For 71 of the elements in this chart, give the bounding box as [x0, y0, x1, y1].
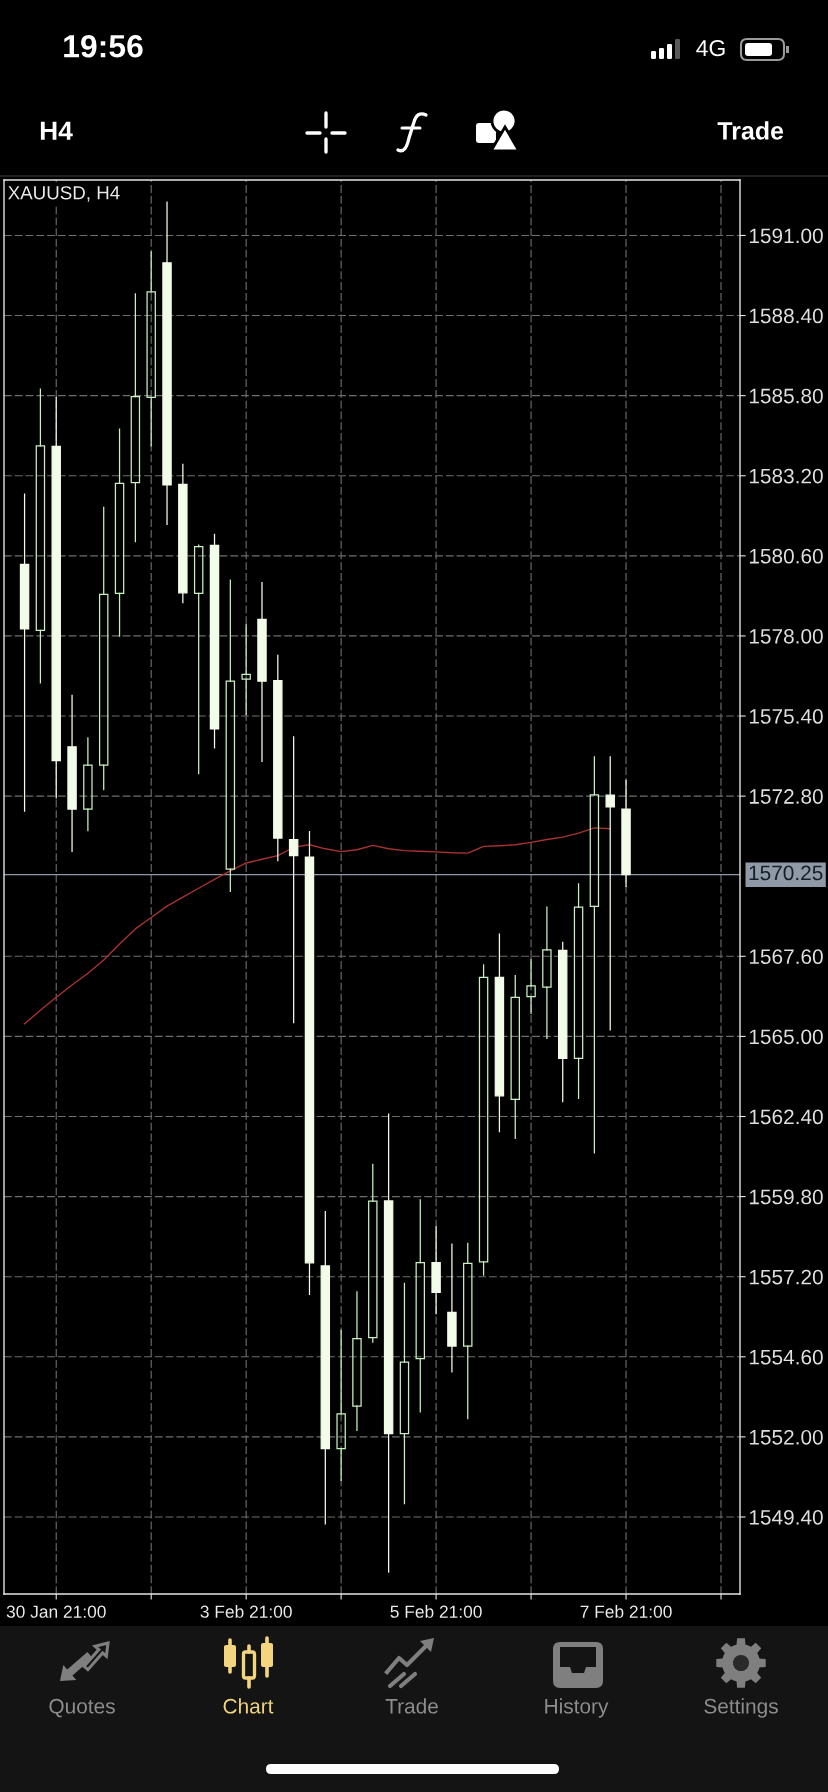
text: Settings [704, 1698, 778, 1718]
y-tick-label: 1559.80 [749, 1189, 823, 1205]
candlestick [605, 756, 615, 1031]
candlestick [19, 493, 30, 812]
text: 19:56 [64, 34, 143, 58]
y-tick-label: 1572.80 [749, 789, 823, 804]
text: 4G [696, 39, 725, 57]
y-tick-label: 1591.00 [749, 228, 823, 244]
x-tick-label: 30 Jan 21:00 [6, 1605, 106, 1618]
candlestick [621, 779, 631, 888]
candlestick [557, 941, 568, 1103]
y-tick-label: 1575.40 [749, 709, 823, 724]
candlestick [463, 1242, 473, 1420]
candlestick [589, 756, 600, 1154]
y-tick-label: 1588.40 [749, 308, 823, 324]
y-tick-label: 1557.20 [749, 1269, 823, 1285]
text: Quotes [49, 1698, 115, 1718]
text: Chart [223, 1698, 274, 1714]
x-tick-label: 3 Feb 21:00 [200, 1605, 292, 1618]
candlestick [447, 1243, 457, 1373]
candlestick [399, 1282, 410, 1505]
candlestick [146, 251, 156, 447]
candlestick [510, 975, 520, 1140]
candlestick [304, 830, 315, 1295]
candlestick [288, 736, 299, 1024]
text: H4 [40, 121, 73, 140]
candlestick [383, 1113, 394, 1573]
y-tick-label: 1562.40 [749, 1109, 823, 1125]
candlestick [67, 694, 77, 852]
candlestick [431, 1226, 441, 1315]
text: Trade [717, 121, 784, 140]
y-tick-label: 1580.60 [749, 548, 823, 564]
chart-title: XAUUSD, H4 [8, 186, 120, 202]
text: History [545, 1698, 609, 1718]
candlestick [178, 463, 188, 604]
y-tick-label: 1567.60 [749, 949, 823, 965]
candlestick [241, 623, 251, 716]
candlestick [35, 388, 46, 684]
line-series [23, 827, 611, 1025]
candlestick [257, 582, 267, 762]
candlestick [478, 964, 489, 1276]
candlestick [98, 506, 109, 791]
y-tick-label: 1549.40 [749, 1509, 823, 1525]
candlestick [368, 1163, 378, 1343]
text: Trade [385, 1698, 438, 1714]
y-tick-label: 1583.20 [749, 468, 823, 484]
candlestick [114, 428, 125, 637]
candlestick [162, 201, 172, 526]
candlestick [415, 1199, 426, 1413]
candlestick [51, 396, 61, 799]
candlestick [320, 1211, 331, 1525]
candlestick [573, 883, 584, 1099]
candlestick [193, 544, 204, 775]
y-tick-label: 1585.80 [749, 388, 823, 404]
candlestick [352, 1291, 362, 1432]
ref-line-label: 1570.25 [749, 865, 823, 881]
candlestick [542, 906, 552, 1039]
y-tick-label: 1552.00 [749, 1429, 823, 1445]
x-tick-label: 5 Feb 21:00 [390, 1605, 482, 1618]
y-tick-label: 1554.60 [749, 1349, 823, 1365]
y-tick-label: 1565.00 [749, 1029, 823, 1045]
y-tick-label: 1578.00 [749, 628, 823, 644]
candlestick [83, 737, 93, 832]
candlestick [273, 654, 283, 862]
candlestick [526, 958, 536, 1014]
candlestick [130, 293, 141, 543]
x-tick-label: 7 Feb 21:00 [580, 1605, 672, 1618]
candlestick [494, 933, 505, 1133]
candlestick [336, 1329, 346, 1481]
candlestick [225, 579, 236, 892]
candlestick [209, 533, 220, 749]
